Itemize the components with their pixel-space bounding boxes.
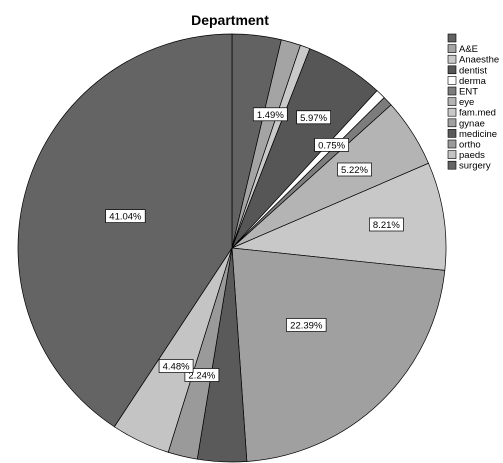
legend-item-paeds: paeds	[447, 150, 485, 161]
data-label-text: 41.04%	[109, 212, 142, 223]
legend-swatch	[447, 44, 457, 53]
legend-label: A&E	[459, 44, 478, 55]
data-label-paeds: 4.48%	[158, 359, 194, 373]
data-label-box	[158, 359, 194, 373]
data-label-text: 5.22%	[341, 165, 368, 176]
data-label-box	[296, 110, 331, 125]
legend-swatch	[447, 107, 457, 117]
legend: A&EAnaesthedentistdermaENTeyefam.medgyna…	[447, 33, 499, 172]
legend-swatch	[447, 65, 457, 75]
data-label-dentist: 5.97%	[296, 110, 331, 125]
legend-swatch	[447, 97, 457, 106]
legend-item-dentist: dentist	[447, 65, 487, 76]
data-label-box	[314, 138, 349, 152]
pie-slice-surgery	[17, 33, 233, 428]
legend-item-ent: ENT	[447, 86, 478, 98]
legend-label: Anaesthe	[459, 55, 499, 66]
pie-slices	[17, 33, 447, 463]
data-label-text: 4.48%	[163, 362, 190, 373]
legend-swatch	[447, 76, 457, 85]
data-labels: 1.49% 5.97% 0.75% 5.22% 8.21% 22.39% 2.24%4.48…	[105, 107, 404, 382]
data-label-surgery: 41.04%	[105, 209, 146, 223]
legend-item-ortho: ortho	[447, 139, 481, 151]
data-label-fam-med: 8.21%	[369, 217, 404, 232]
chart-title: Department	[191, 12, 269, 28]
legend-item-derma: derma	[447, 76, 487, 87]
legend-swatch	[447, 33, 457, 43]
legend-item-medicine: medicine	[447, 129, 497, 140]
data-label-derma: 0.75%	[314, 138, 349, 152]
legend-label: medicine	[459, 129, 497, 140]
data-label-text: 22.39%	[290, 321, 323, 332]
data-label-eye: 5.22%	[337, 162, 372, 177]
legend-item-anaesthe: Anaesthe	[447, 54, 499, 66]
legend-swatch	[447, 129, 457, 138]
data-label-text: 1.49%	[257, 110, 284, 121]
legend-swatch	[447, 118, 457, 128]
legend-item-surgery: surgery	[447, 160, 491, 172]
legend-item-a-e: A&E	[447, 44, 478, 55]
data-label-box	[286, 318, 327, 332]
legend-swatch	[447, 139, 457, 149]
legend-label: dentist	[459, 65, 487, 76]
legend-item-eye: eye	[447, 97, 474, 108]
legend-label: fam.med	[459, 108, 496, 119]
legend-item-fam-med: fam.med	[447, 107, 496, 119]
data-label-gynae: 22.39%	[286, 318, 327, 332]
data-label-box	[337, 162, 372, 177]
legend-item-gynae: gynae	[447, 118, 485, 129]
data-label-box	[105, 209, 146, 223]
data-label-box	[369, 217, 404, 232]
data-label-text: 0.75%	[318, 140, 345, 151]
legend-item-unlabeled	[447, 33, 457, 43]
legend-swatch	[447, 150, 457, 159]
legend-swatch	[447, 86, 457, 96]
data-label-text: 5.97%	[300, 113, 327, 124]
data-label-a-e: 1.49%	[252, 107, 288, 122]
legend-label: ENT	[459, 87, 478, 98]
legend-swatch	[447, 54, 457, 64]
legend-label: paeds	[459, 150, 485, 161]
data-label-text: 8.21%	[373, 220, 400, 231]
legend-label: eye	[459, 97, 474, 108]
legend-label: ortho	[459, 140, 481, 151]
pie-slice-gynae	[231, 247, 446, 462]
legend-swatch	[447, 160, 457, 170]
pie-slice-fam-med	[230, 162, 447, 271]
data-label-box	[252, 107, 288, 122]
legend-label: gynae	[459, 118, 485, 129]
legend-label: derma	[459, 76, 487, 87]
legend-label: surgery	[459, 161, 491, 172]
data-label-text: 2.24%	[188, 371, 215, 382]
